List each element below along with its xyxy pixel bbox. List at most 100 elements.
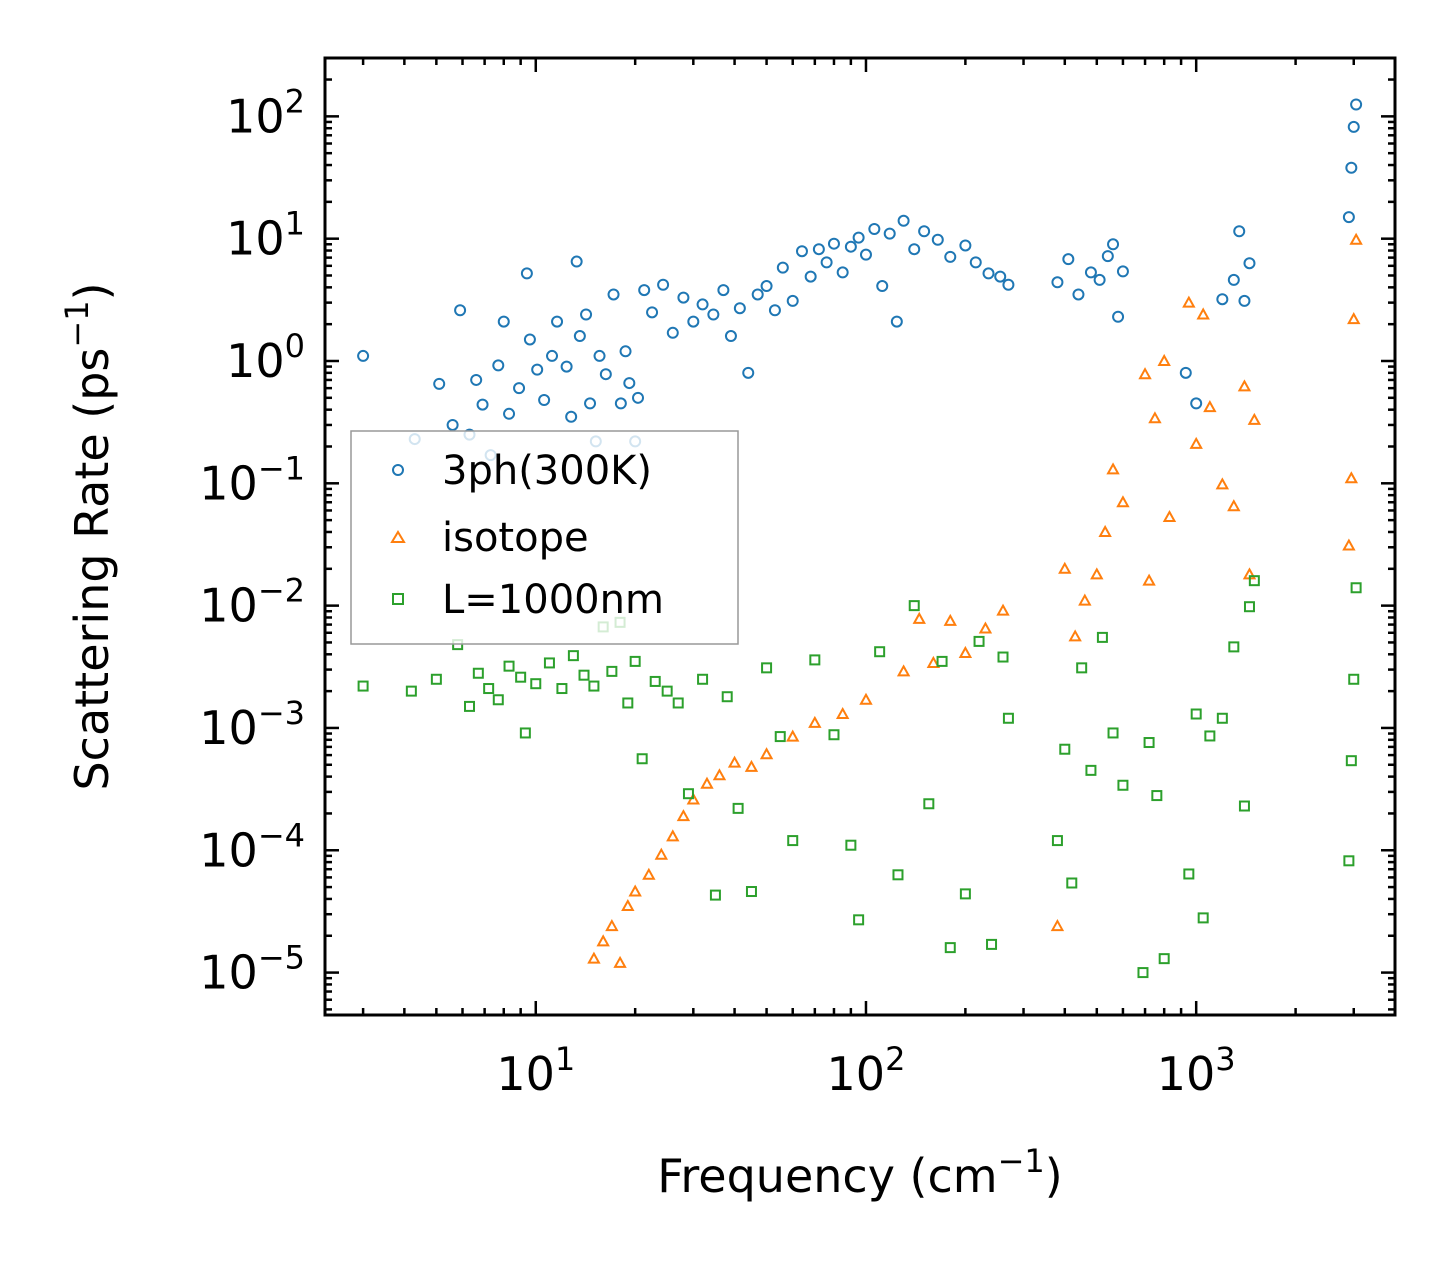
- x-tick-label: 102: [827, 1040, 906, 1101]
- series-1: [587, 232, 1363, 968]
- data-point: [605, 919, 619, 932]
- data-point: [1227, 499, 1241, 512]
- data-point: [1093, 273, 1106, 286]
- data-point: [623, 377, 636, 390]
- data-point: [973, 635, 985, 647]
- data-point: [853, 914, 865, 926]
- data-point: [556, 683, 568, 695]
- plot-frame: [323, 56, 1397, 1017]
- data-point: [804, 270, 817, 283]
- data-point: [1116, 495, 1130, 508]
- data-point: [696, 298, 709, 311]
- data-point: [982, 267, 995, 280]
- data-point: [721, 691, 733, 703]
- data-point: [646, 306, 659, 319]
- y-tick-label: 10−2: [199, 572, 305, 633]
- data-point: [918, 225, 931, 238]
- data-point: [978, 621, 993, 634]
- data-point: [1090, 567, 1104, 580]
- data-point: [1342, 538, 1356, 551]
- data-point: [1059, 743, 1071, 755]
- data-point: [1248, 575, 1260, 587]
- data-point: [759, 747, 774, 760]
- data-point: [844, 240, 857, 253]
- data-point: [717, 284, 730, 297]
- y-tick-label: 10−3: [199, 694, 305, 755]
- data-point: [1227, 273, 1240, 286]
- data-point: [1050, 919, 1065, 932]
- data-point: [606, 665, 618, 677]
- data-point: [1058, 561, 1072, 574]
- data-point: [892, 869, 904, 881]
- data-point: [742, 366, 755, 379]
- data-point: [1238, 294, 1251, 307]
- data-point: [944, 250, 957, 263]
- data-point: [638, 284, 651, 297]
- data-point: [707, 308, 720, 321]
- legend-label-isotope: isotope: [442, 515, 589, 561]
- data-point: [593, 349, 606, 362]
- data-point: [573, 330, 586, 343]
- data-point: [712, 768, 727, 781]
- data-point: [890, 315, 903, 328]
- data-point: [619, 345, 632, 358]
- data-point: [724, 330, 737, 343]
- data-point: [1148, 411, 1162, 424]
- data-point: [896, 664, 911, 677]
- data-point: [760, 280, 773, 293]
- data-point: [1002, 278, 1015, 291]
- data-point: [578, 669, 590, 681]
- plot-area: [357, 98, 1363, 979]
- data-point: [551, 315, 564, 328]
- data-point: [908, 600, 920, 612]
- data-point: [944, 942, 956, 954]
- data-point: [1190, 708, 1202, 720]
- data-point: [876, 280, 889, 293]
- data-point: [812, 243, 825, 256]
- data-point: [1116, 265, 1129, 278]
- data-point: [607, 288, 620, 301]
- data-point: [503, 407, 516, 420]
- data-point: [809, 654, 821, 666]
- data-point: [492, 694, 504, 706]
- data-point: [654, 847, 669, 860]
- data-point: [697, 673, 709, 685]
- data-point: [587, 951, 601, 964]
- data-point: [666, 326, 679, 339]
- data-point: [943, 613, 957, 626]
- data-point: [599, 368, 612, 381]
- data-point: [519, 727, 531, 739]
- data-point: [1179, 366, 1192, 379]
- data-point: [1345, 161, 1358, 174]
- data-point: [1349, 232, 1363, 245]
- data-point: [1183, 868, 1195, 880]
- data-point: [1344, 471, 1359, 484]
- data-point: [1233, 225, 1246, 238]
- x-axis-title: Frequency (cm−1): [657, 1142, 1062, 1203]
- data-point: [588, 680, 600, 692]
- data-point: [1142, 573, 1156, 586]
- data-point: [523, 333, 536, 346]
- data-point: [546, 349, 559, 362]
- data-point: [632, 391, 645, 404]
- y-tick-label: 101: [226, 205, 305, 266]
- data-point: [959, 239, 972, 252]
- data-point: [776, 261, 789, 274]
- data-point: [472, 667, 484, 679]
- data-point: [1106, 462, 1120, 475]
- data-point: [567, 650, 579, 662]
- data-point: [936, 655, 948, 667]
- data-point: [768, 304, 781, 317]
- data-point: [649, 675, 661, 687]
- data-point: [1112, 310, 1125, 323]
- data-point: [1190, 397, 1203, 410]
- data-point: [727, 755, 742, 768]
- data-point: [733, 302, 746, 315]
- data-point: [986, 938, 998, 950]
- x-tick-label: 103: [1157, 1040, 1236, 1101]
- data-point: [859, 692, 873, 705]
- data-point: [1138, 367, 1152, 380]
- data-point: [1197, 912, 1209, 924]
- data-point: [570, 255, 583, 268]
